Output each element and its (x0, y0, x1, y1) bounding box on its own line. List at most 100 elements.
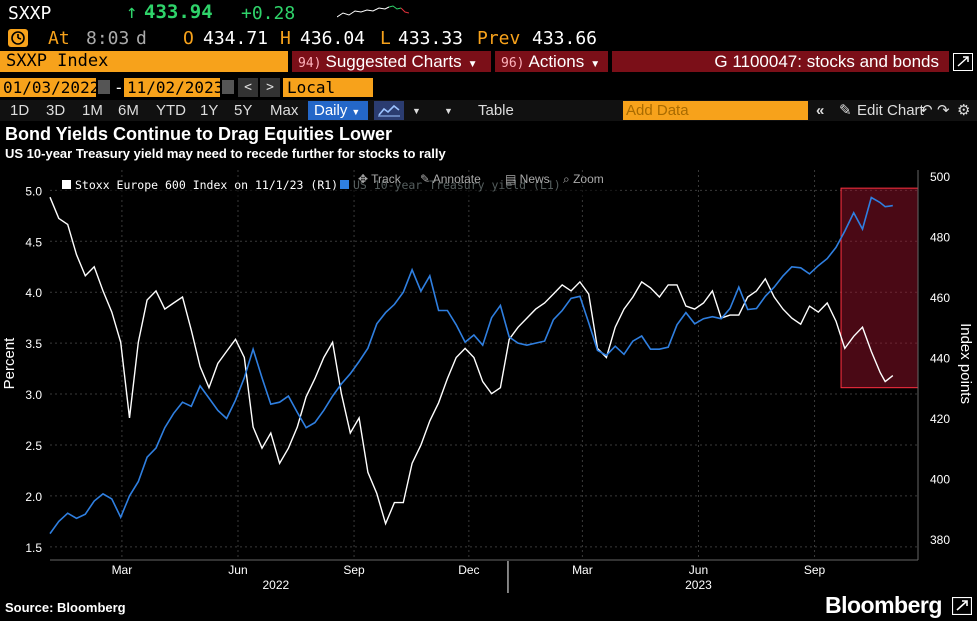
frequency-select[interactable]: Daily ▼ (308, 101, 368, 120)
suggested-charts-menu[interactable]: 94) Suggested Charts ▼ (292, 51, 491, 72)
track-button[interactable]: ✥ Track (358, 172, 402, 186)
right-tick-label: 400 (930, 472, 950, 486)
news-button[interactable]: ▤ News (505, 172, 550, 186)
chevron-left-icon[interactable]: < (238, 78, 258, 97)
period-6m[interactable]: 6M (118, 102, 139, 119)
x-year-label: 2022 (262, 578, 289, 592)
left-tick-label: 2.0 (25, 490, 42, 504)
grid-lines (50, 170, 918, 557)
right-axis-ticks: 380 400 420 440 460 480 500 (930, 170, 950, 547)
period-3d[interactable]: 3D (46, 102, 66, 119)
expand-icon[interactable] (953, 53, 973, 71)
caret-down-icon: ▼ (467, 59, 478, 70)
x-tick-label: Sep (804, 563, 826, 577)
line-chart-icon[interactable] (374, 101, 404, 120)
period-5y[interactable]: 5Y (234, 102, 253, 119)
function-bar: SXXP Index 94) Suggested Charts ▼ 96) Actio… (0, 50, 977, 73)
series-line-yield (49, 196, 893, 535)
x-year-label: 2023 (685, 578, 712, 592)
prev-label: Prev (477, 28, 521, 49)
redo-icon[interactable]: ↷ (937, 102, 950, 119)
high-value: 436.04 (300, 28, 366, 49)
series-line-stoxx (49, 196, 894, 526)
period-bar: 1D 3D 1M 6M YTD 1Y 5Y Max Daily ▼ ▼ ▼ Tab… (0, 100, 977, 121)
period-ytd[interactable]: YTD (156, 102, 186, 119)
right-tick-label: 460 (930, 291, 950, 305)
period-max[interactable]: Max (270, 102, 299, 119)
prev-value: 433.66 (532, 28, 598, 49)
intraday-sparkline (337, 5, 409, 18)
actions-number: 96) (501, 56, 525, 71)
zoom-button[interactable]: ⌕ Zoom (563, 172, 604, 186)
legend-label-stoxx: Stoxx Europe 600 Index on 11/1/23 (R1) (75, 178, 338, 192)
left-tick-label: 3.5 (25, 337, 42, 351)
open-label: O (183, 28, 194, 49)
x-tick-label: Mar (572, 563, 593, 577)
actions-menu[interactable]: 96) Actions ▼ (495, 51, 608, 72)
period-1d[interactable]: 1D (10, 102, 30, 119)
period-1m[interactable]: 1M (82, 102, 103, 119)
legend-swatch-yield (340, 180, 349, 189)
chart-legend: Stoxx Europe 600 Index on 11/1/23 (R1) U… (60, 178, 620, 198)
calendar-icon[interactable] (98, 80, 110, 94)
chevron-down-icon[interactable]: ▼ (412, 106, 421, 116)
right-tick-label: 380 (930, 533, 950, 547)
chart-subtitle: US 10-year Treasury yield may need to re… (5, 146, 446, 161)
x-tick-label: Dec (458, 563, 479, 577)
right-tick-label: 440 (930, 351, 950, 365)
time-label: At (48, 28, 70, 49)
gear-icon[interactable]: ⚙ (957, 102, 971, 119)
ticker: SXXP (8, 3, 52, 24)
suggested-charts-number: 94) (298, 56, 322, 71)
clock-icon (8, 29, 28, 47)
calendar-icon[interactable] (222, 80, 234, 94)
chevron-down-icon: ▼ (351, 107, 361, 117)
table-button[interactable]: Table (478, 102, 514, 119)
left-axis-ticks: 1.5 2.0 2.5 3.0 3.5 4.0 4.5 5.0 (25, 184, 42, 554)
x-axis-ticks: Mar Jun Sep Dec Mar Jun Sep 2022 2023 (50, 170, 919, 593)
low-value: 433.33 (398, 28, 464, 49)
y-axis-label-right: Index points (957, 323, 974, 404)
security-field[interactable]: SXXP Index (0, 51, 288, 72)
left-tick-label: 4.0 (25, 286, 42, 300)
source-note: Source: Bloomberg (5, 600, 126, 615)
highlight-box (840, 187, 919, 389)
collapse-icon[interactable]: « (816, 102, 825, 119)
end-date-input[interactable]: 11/02/2023 (124, 78, 223, 97)
x-tick-label: Mar (112, 563, 133, 577)
period-1y[interactable]: 1Y (200, 102, 219, 119)
date-range-bar: 01/03/2022 - 11/02/2023 < > Local CCY (0, 77, 977, 116)
frequency-label: Daily (314, 102, 348, 119)
actions-label: Actions (528, 52, 585, 71)
chevron-right-icon[interactable]: > (260, 78, 280, 97)
left-tick-label: 2.5 (25, 439, 42, 453)
add-data-input[interactable]: Add Data (623, 101, 808, 120)
bloomberg-logo: Bloomberg (825, 592, 942, 618)
edit-chart-button[interactable]: Edit Chart (857, 102, 924, 119)
right-tick-label: 480 (930, 231, 950, 245)
low-label: L (380, 28, 391, 49)
high-label: H (280, 28, 291, 49)
date-separator: - (114, 78, 124, 97)
quote-detail-line: At 8:03 d O 434.71 H 436.04 L 433.33 Pre… (0, 26, 977, 50)
left-tick-label: 4.5 (25, 235, 42, 249)
legend-label-yield: US 10-year Treasury yield (L1) (353, 178, 561, 192)
time-suffix: d (136, 28, 147, 49)
undo-icon[interactable]: ↶ (920, 102, 933, 119)
right-tick-label: 500 (930, 170, 950, 184)
start-date-input[interactable]: 01/03/2022 (0, 78, 99, 97)
suggested-charts-label: Suggested Charts (325, 52, 462, 71)
net-change: +0.28 (241, 3, 296, 24)
currency-select[interactable]: Local CCY (283, 78, 373, 116)
chart-title: Bond Yields Continue to Drag Equities Lo… (5, 124, 393, 144)
graph-title[interactable]: G 1100047: stocks and bonds (612, 51, 949, 72)
annotate-button[interactable]: ✎ Annotate (420, 172, 481, 186)
pencil-icon[interactable]: ✎ (839, 102, 852, 119)
chart-toolbar: ✥ Track ✎ Annotate ▤ News ⌕ Zoom (358, 172, 604, 186)
bloomberg-icon (952, 597, 972, 615)
chevron-down-icon[interactable]: ▼ (444, 106, 453, 116)
time-value: 8:03 (86, 28, 130, 49)
legend-swatch-stoxx (62, 180, 71, 189)
x-tick-label: Jun (228, 563, 247, 577)
chart-area[interactable]: 1.5 2.0 2.5 3.0 3.5 4.0 4.5 5.0 380 400 420 440 460… (0, 165, 977, 595)
